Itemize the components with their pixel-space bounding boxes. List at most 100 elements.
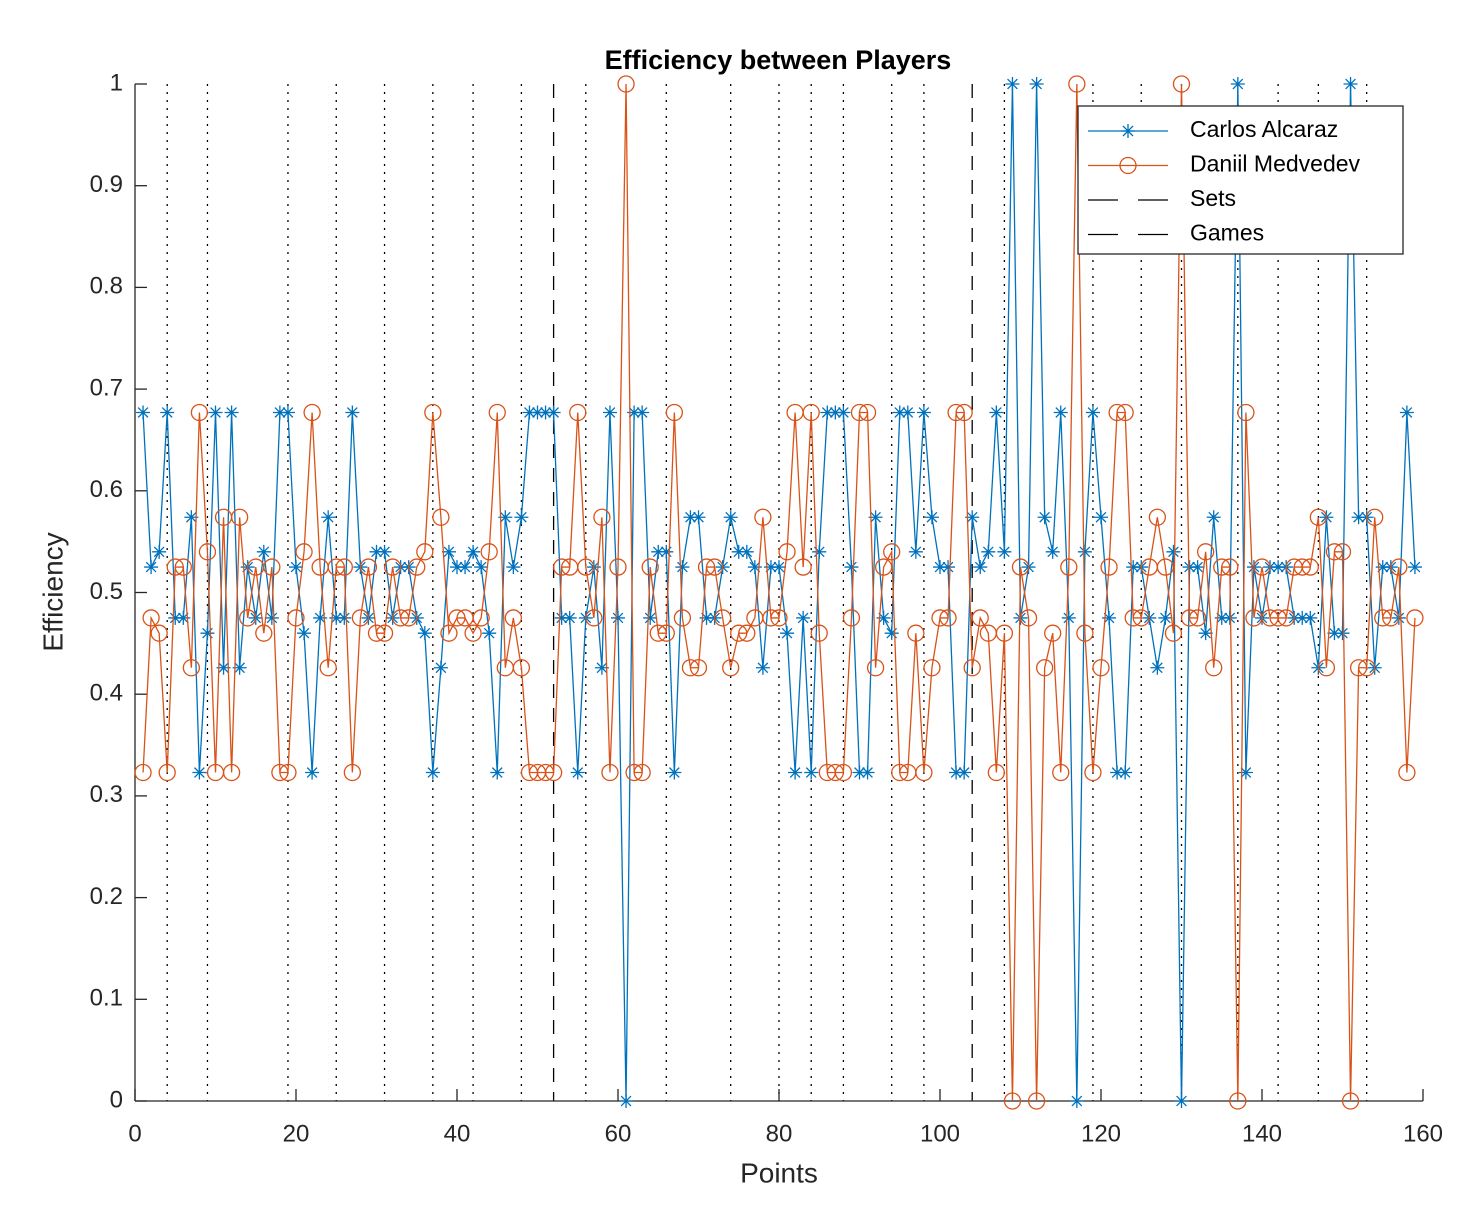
data-point xyxy=(1061,610,1076,625)
data-point xyxy=(739,544,754,559)
data-point xyxy=(367,624,386,642)
data-point xyxy=(1019,609,1038,627)
data-point xyxy=(327,558,345,576)
data-point xyxy=(433,660,448,675)
data-point xyxy=(408,558,426,576)
y-tick-label: 0.4 xyxy=(90,680,123,707)
data-point xyxy=(1190,560,1205,575)
data-point xyxy=(569,403,587,422)
data-point xyxy=(538,405,553,420)
data-point xyxy=(570,765,585,780)
data-point xyxy=(1295,610,1310,625)
data-point xyxy=(255,624,273,642)
data-point xyxy=(480,543,498,561)
data-point xyxy=(1108,403,1126,422)
data-point xyxy=(142,609,160,627)
data-point xyxy=(866,659,885,677)
data-point xyxy=(1094,510,1108,525)
data-point xyxy=(763,560,778,575)
data-point xyxy=(810,624,828,642)
data-point xyxy=(1029,77,1044,91)
data-point xyxy=(166,558,184,576)
data-point xyxy=(933,560,947,575)
data-point xyxy=(633,763,651,782)
data-point xyxy=(1003,1092,1022,1110)
legend-label: Daniil Medvedev xyxy=(1190,151,1361,177)
data-point xyxy=(232,660,247,675)
data-point xyxy=(683,510,698,525)
data-point xyxy=(504,609,522,627)
data-point xyxy=(697,558,716,576)
data-point xyxy=(1084,763,1102,782)
data-point xyxy=(1077,544,1092,559)
data-point xyxy=(794,558,812,576)
data-point xyxy=(1277,609,1295,627)
data-point xyxy=(594,660,609,675)
data-point xyxy=(150,624,168,642)
data-point xyxy=(762,609,780,627)
data-point xyxy=(1375,560,1390,575)
data-point xyxy=(297,626,312,641)
data-point xyxy=(1180,609,1199,627)
data-point xyxy=(287,609,305,627)
data-point xyxy=(377,544,392,559)
data-point xyxy=(1118,765,1133,780)
data-point xyxy=(208,405,223,420)
data-point xyxy=(176,610,191,625)
data-point xyxy=(1317,659,1336,677)
data-point xyxy=(981,544,996,559)
data-point xyxy=(844,560,859,575)
data-point xyxy=(907,624,925,642)
data-point xyxy=(1271,560,1286,575)
data-point xyxy=(134,763,152,782)
data-point xyxy=(947,403,965,422)
data-point xyxy=(1005,77,1020,91)
data-point xyxy=(1238,765,1253,780)
data-point xyxy=(659,544,674,559)
legend-label: Games xyxy=(1190,220,1264,246)
data-point xyxy=(924,510,939,525)
data-point xyxy=(860,765,875,780)
data-point xyxy=(1407,560,1422,575)
data-point xyxy=(369,544,384,559)
data-point xyxy=(842,609,861,627)
data-point xyxy=(731,544,746,559)
data-point xyxy=(440,624,458,642)
data-point xyxy=(343,763,362,782)
data-point xyxy=(611,610,625,625)
data-point xyxy=(852,765,867,780)
data-point xyxy=(1182,560,1197,575)
data-point xyxy=(391,609,410,627)
data-point xyxy=(858,403,877,422)
data-point xyxy=(1198,626,1213,641)
data-point xyxy=(1230,77,1245,91)
data-point xyxy=(1102,610,1117,625)
data-point xyxy=(1126,560,1141,575)
y-tick-label: 1 xyxy=(110,69,123,96)
data-point xyxy=(826,763,844,782)
y-tick-label: 0.2 xyxy=(90,883,123,910)
data-point xyxy=(1164,624,1183,642)
data-point xyxy=(649,624,667,642)
data-point xyxy=(554,610,569,625)
data-point xyxy=(144,560,159,575)
data-point xyxy=(512,659,531,677)
data-point xyxy=(1116,403,1134,422)
data-point xyxy=(530,405,545,420)
data-point xyxy=(891,763,909,782)
data-point xyxy=(466,544,481,559)
data-point xyxy=(796,610,811,625)
data-point xyxy=(1398,763,1416,782)
legend-marker xyxy=(1119,156,1137,175)
data-point xyxy=(916,405,931,420)
x-tick-label: 20 xyxy=(283,1120,310,1147)
data-point xyxy=(329,610,344,625)
data-point xyxy=(1343,77,1358,91)
data-point xyxy=(973,560,988,575)
data-point xyxy=(458,560,473,575)
data-point xyxy=(778,543,796,561)
data-point xyxy=(1092,659,1110,677)
data-point xyxy=(585,609,603,627)
data-point xyxy=(868,510,883,525)
x-tick-label: 100 xyxy=(920,1120,960,1147)
